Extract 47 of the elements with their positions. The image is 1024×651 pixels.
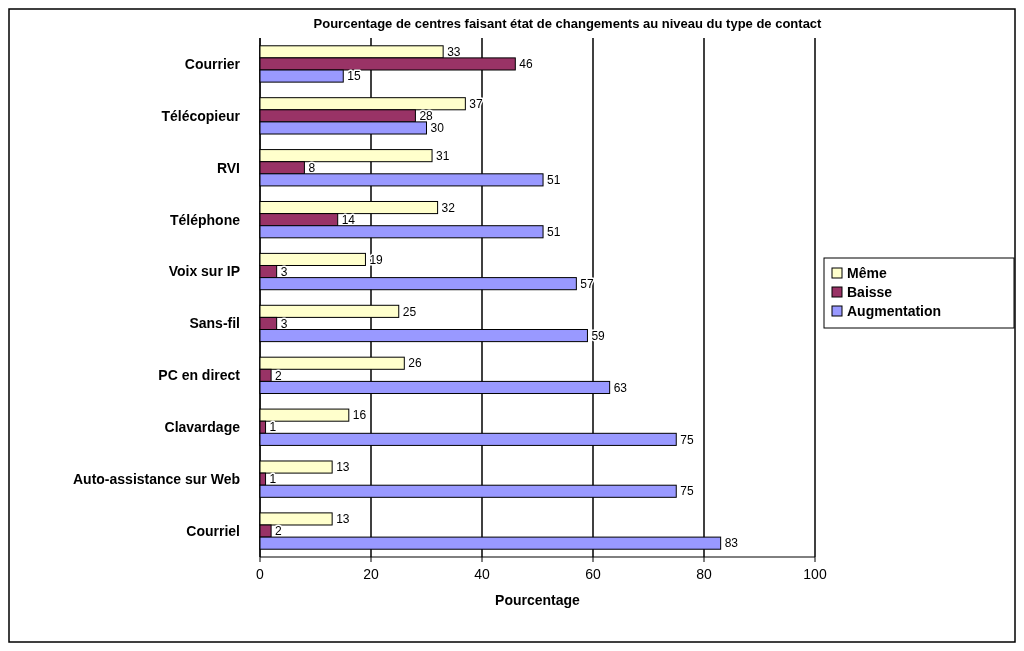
- y-tick-label: Sans-fil: [189, 315, 240, 332]
- data-label: 32: [441, 200, 456, 215]
- data-label: 8: [308, 160, 316, 175]
- data-label: 26: [408, 356, 422, 371]
- data-label: 3: [280, 264, 288, 279]
- data-label: 2: [275, 524, 283, 539]
- data-label: 14: [341, 212, 356, 227]
- data-label: 13: [336, 460, 350, 475]
- x-tick-label: 60: [585, 566, 601, 582]
- y-tick-label: PC en direct: [158, 367, 241, 384]
- x-tick-label: 40: [474, 566, 490, 582]
- data-label: 25: [402, 304, 417, 319]
- legend-label: Même: [847, 264, 887, 281]
- data-label: 28: [419, 109, 434, 124]
- data-label: 15: [347, 69, 361, 84]
- y-tick-label: Clavardage: [164, 419, 241, 436]
- data-label: 1: [269, 420, 277, 435]
- data-label: 31: [436, 148, 450, 163]
- y-tick-label: Courriel: [186, 522, 240, 539]
- data-label: 46: [519, 57, 533, 72]
- x-tick-label: 100: [803, 566, 827, 582]
- data-label: 75: [680, 432, 694, 447]
- y-tick-label: Auto-assistance sur Web: [72, 471, 240, 488]
- legend-label: Augmentation: [847, 302, 942, 319]
- data-label: 75: [680, 484, 694, 499]
- data-label: 1: [269, 472, 277, 487]
- y-tick-label: RVI: [216, 159, 240, 176]
- data-label: 33: [447, 45, 461, 60]
- x-tick-label: 20: [363, 566, 379, 582]
- data-label: 16: [352, 408, 367, 423]
- x-axis-title: Pourcentage: [495, 592, 581, 608]
- data-label: 51: [547, 173, 561, 188]
- data-label: 51: [547, 224, 561, 239]
- data-label: 83: [724, 536, 739, 551]
- legend-label: Baisse: [847, 283, 893, 300]
- data-label: 3: [280, 316, 288, 331]
- data-label: 2: [275, 368, 283, 383]
- data-label: 63: [613, 380, 628, 395]
- y-tick-label: Téléphone: [169, 211, 241, 228]
- data-label: 30: [430, 121, 445, 136]
- chart-title: Pourcentage de centres faisant état de changements au niveau du type de contact: [313, 16, 823, 31]
- y-tick-label: Télécopieur: [161, 107, 241, 124]
- x-tick-label: 0: [256, 566, 265, 582]
- x-tick-label: 80: [696, 566, 712, 582]
- data-label: 13: [336, 512, 350, 527]
- y-tick-label: Voix sur IP: [168, 263, 240, 280]
- y-tick-label: Courrier: [184, 55, 241, 72]
